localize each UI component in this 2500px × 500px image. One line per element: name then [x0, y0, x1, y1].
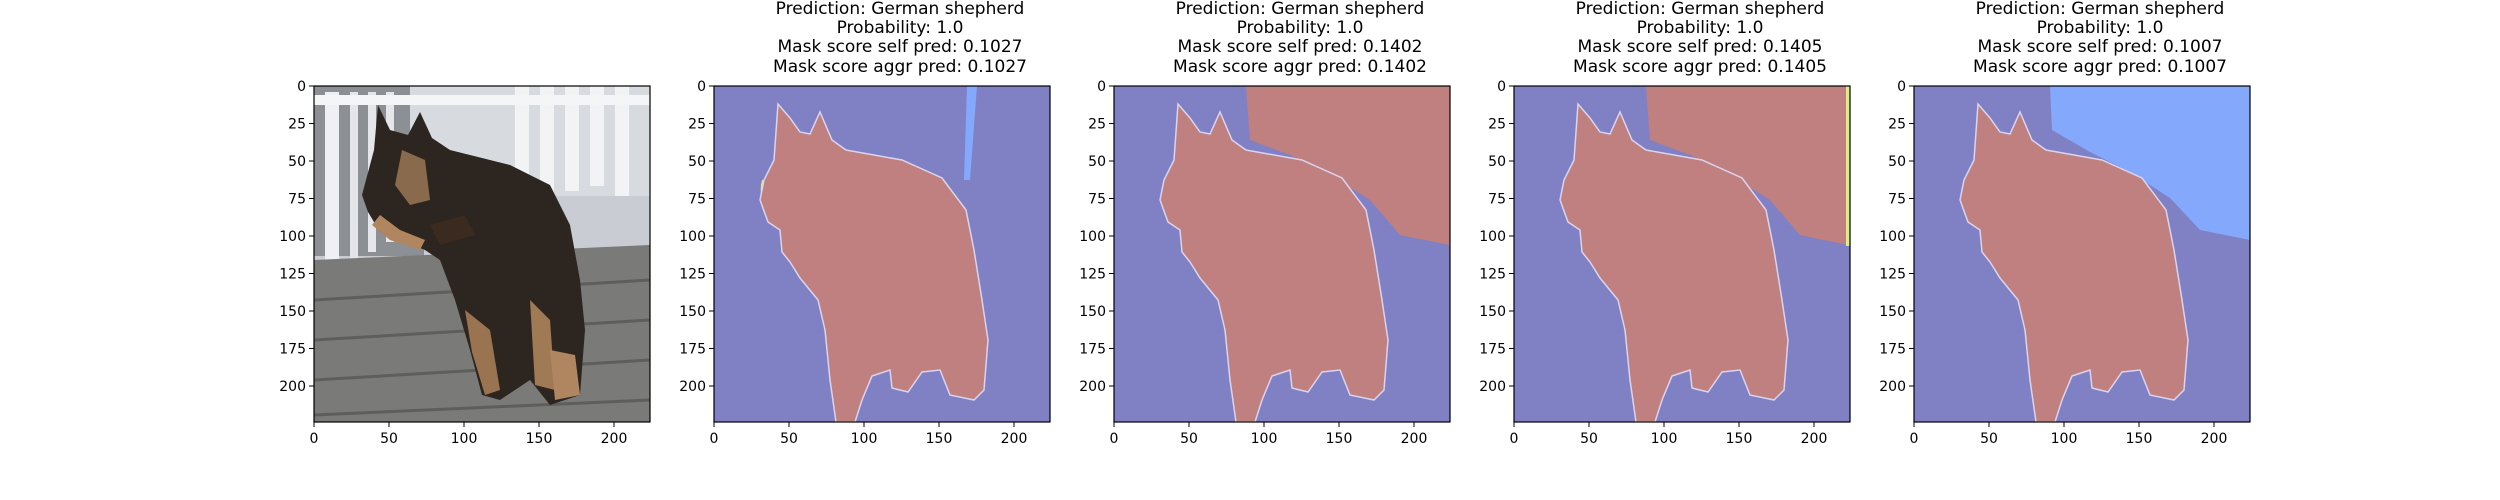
- y-tick-label: 75: [1888, 192, 1906, 208]
- y-tick-label: 75: [288, 192, 306, 208]
- y-tick-label: 0: [1497, 79, 1506, 95]
- y-tick-label: 200: [1479, 379, 1506, 395]
- y-tick-label: 175: [1079, 342, 1106, 358]
- x-tick-label: 150: [1726, 431, 1753, 447]
- y-tick-label: 150: [279, 304, 306, 320]
- y-tick-label: 200: [1079, 379, 1106, 395]
- y-tick-label: 175: [1879, 342, 1906, 358]
- y-tick-label: 25: [1888, 117, 1906, 133]
- x-tick-label: 100: [851, 431, 878, 447]
- x-tick-label: 200: [1801, 431, 1828, 447]
- x-tick-label: 100: [1651, 431, 1678, 447]
- x-tick-label: 0: [710, 431, 719, 447]
- x-tick-label: 150: [1326, 431, 1353, 447]
- x-tick-label: 100: [1251, 431, 1278, 447]
- y-tick-label: 200: [1879, 379, 1906, 395]
- y-tick-label: 125: [1479, 267, 1506, 283]
- y-tick-label: 75: [688, 192, 706, 208]
- x-tick-label: 100: [2051, 431, 2078, 447]
- y-tick-label: 150: [1079, 304, 1106, 320]
- x-tick-label: 200: [1401, 431, 1428, 447]
- y-tick-label: 75: [1088, 192, 1106, 208]
- y-tick-label: 100: [1879, 229, 1906, 245]
- x-tick-label: 50: [380, 431, 398, 447]
- y-tick-label: 125: [279, 267, 306, 283]
- y-tick-label: 0: [1097, 79, 1106, 95]
- y-tick-label: 50: [1488, 154, 1506, 170]
- mask-plot-4: 0 50 100 150 200 0 25 50 75 100 125 150 175 200: [1850, 0, 2350, 500]
- x-tick-label: 50: [1580, 431, 1598, 447]
- segmentation-mask-2: [1114, 86, 1450, 422]
- y-tick-label: 100: [1079, 229, 1106, 245]
- panel-mask-4: Prediction: German shepherd Probability:…: [1850, 0, 2350, 500]
- y-tick-label: 200: [679, 379, 706, 395]
- x-tick-label: 100: [451, 431, 478, 447]
- x-tick-label: 150: [2126, 431, 2153, 447]
- segmentation-mask-1: [714, 86, 1050, 422]
- y-tick-label: 175: [1479, 342, 1506, 358]
- y-tick-label: 0: [1897, 79, 1906, 95]
- y-tick-label: 175: [279, 342, 306, 358]
- y-tick-label: 125: [1879, 267, 1906, 283]
- y-tick-label: 100: [279, 229, 306, 245]
- y-tick-label: 50: [688, 154, 706, 170]
- x-tick-label: 50: [1980, 431, 1998, 447]
- segmentation-mask-3: [1514, 86, 1850, 422]
- x-tick-label: 0: [1510, 431, 1519, 447]
- y-tick-label: 25: [288, 117, 306, 133]
- x-tick-label: 150: [926, 431, 953, 447]
- y-tick-label: 150: [679, 304, 706, 320]
- x-tick-label: 0: [1110, 431, 1119, 447]
- y-tick-label: 0: [697, 79, 706, 95]
- y-tick-label: 0: [297, 79, 306, 95]
- y-tick-label: 125: [1079, 267, 1106, 283]
- y-tick-label: 75: [1488, 192, 1506, 208]
- y-tick-label: 200: [279, 379, 306, 395]
- dog-photo: [314, 86, 650, 422]
- x-tick-label: 200: [2201, 431, 2228, 447]
- y-tick-label: 25: [688, 117, 706, 133]
- x-tick-label: 150: [526, 431, 553, 447]
- y-tick-label: 50: [1088, 154, 1106, 170]
- y-tick-label: 150: [1879, 304, 1906, 320]
- y-tick-label: 25: [1088, 117, 1106, 133]
- y-tick-label: 100: [679, 229, 706, 245]
- segmentation-mask-4: [1914, 86, 2250, 422]
- x-tick-label: 50: [780, 431, 798, 447]
- y-tick-label: 50: [288, 154, 306, 170]
- y-tick-label: 125: [679, 267, 706, 283]
- x-tick-label: 200: [1001, 431, 1028, 447]
- x-tick-label: 200: [601, 431, 628, 447]
- y-tick-label: 50: [1888, 154, 1906, 170]
- x-tick-label: 50: [1180, 431, 1198, 447]
- y-tick-label: 150: [1479, 304, 1506, 320]
- x-tick-label: 0: [1910, 431, 1919, 447]
- x-tick-label: 0: [310, 431, 319, 447]
- y-tick-label: 25: [1488, 117, 1506, 133]
- y-tick-label: 100: [1479, 229, 1506, 245]
- y-tick-label: 175: [679, 342, 706, 358]
